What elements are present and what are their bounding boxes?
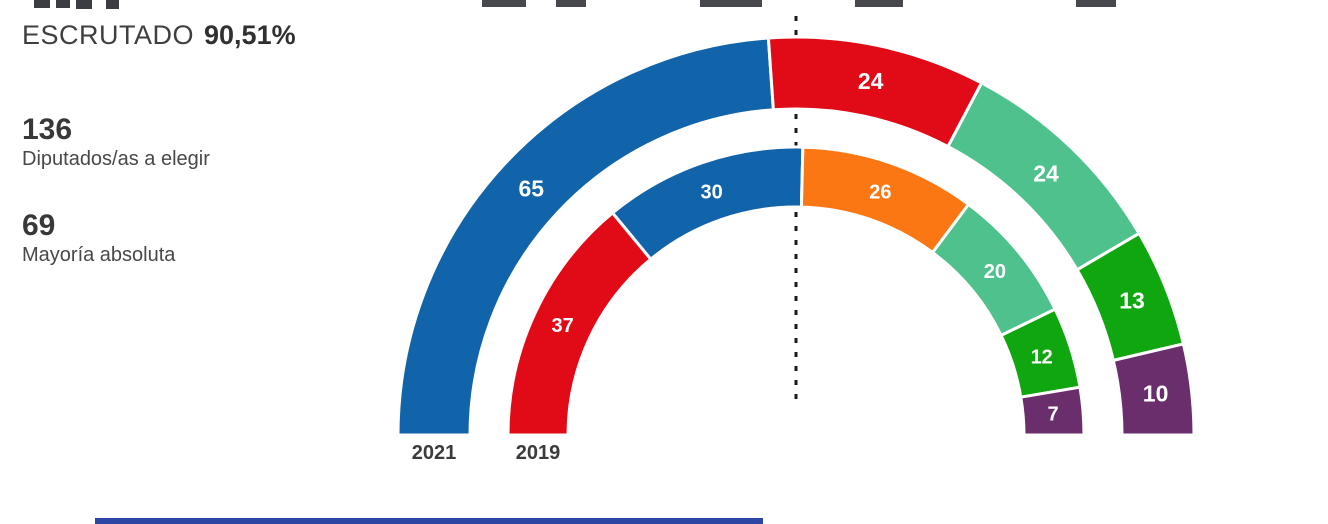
ring-2021-segment-2-value: 24	[1033, 160, 1059, 186]
ring-2021-segment-0-value: 65	[519, 175, 545, 201]
seats-total-value: 136	[22, 113, 73, 146]
escrutado-percentage: 90,51%	[204, 20, 296, 50]
absolute-majority-value: 69	[22, 209, 56, 242]
cropped-footer-bar	[95, 518, 763, 524]
ring-2019-segment-2-value: 26	[869, 181, 891, 203]
ring-2019-segment-5	[1019, 385, 1086, 437]
cropped-header-fragment	[556, 0, 586, 7]
cropped-header-fragment	[855, 0, 903, 7]
ring-2021-year-label: 2021	[412, 442, 457, 464]
stat-absolute-majority: 69 Mayoría absoluta	[22, 210, 175, 268]
cropped-header-fragment	[34, 0, 50, 8]
stat-seats-total: 136 Diputados/as a elegir	[22, 114, 210, 172]
ring-2021-segment-1-value: 24	[858, 68, 884, 94]
ring-2019-year-label: 2019	[516, 442, 561, 464]
cropped-header-fragment	[56, 0, 70, 8]
cropped-header-fragment	[106, 0, 119, 9]
ring-2021-segment-4	[1111, 342, 1196, 437]
ring-2019-segment-1-value: 30	[700, 181, 722, 203]
cropped-header-fragment	[76, 0, 92, 9]
ring-2019-segment-3-value: 20	[984, 261, 1006, 283]
escrutado-label: ESCRUTADO	[22, 20, 195, 50]
seats-total-caption: Diputados/as a elegir	[22, 148, 210, 170]
cropped-header-fragment	[482, 0, 526, 7]
escrutado-line: ESCRUTADO 90,51%	[22, 20, 296, 51]
ring-2021-segment-4-value: 10	[1143, 381, 1169, 407]
cropped-header-fragment	[700, 0, 762, 7]
cropped-header-fragment	[1076, 0, 1116, 7]
ring-2019-segment-4-value: 12	[1031, 347, 1053, 369]
absolute-majority-caption: Mayoría absoluta	[22, 244, 176, 266]
ring-2019-segment-5-value: 7	[1048, 404, 1059, 426]
ring-2019-segment-0-value: 37	[551, 315, 573, 337]
ring-2021-segment-3-value: 13	[1119, 288, 1145, 314]
